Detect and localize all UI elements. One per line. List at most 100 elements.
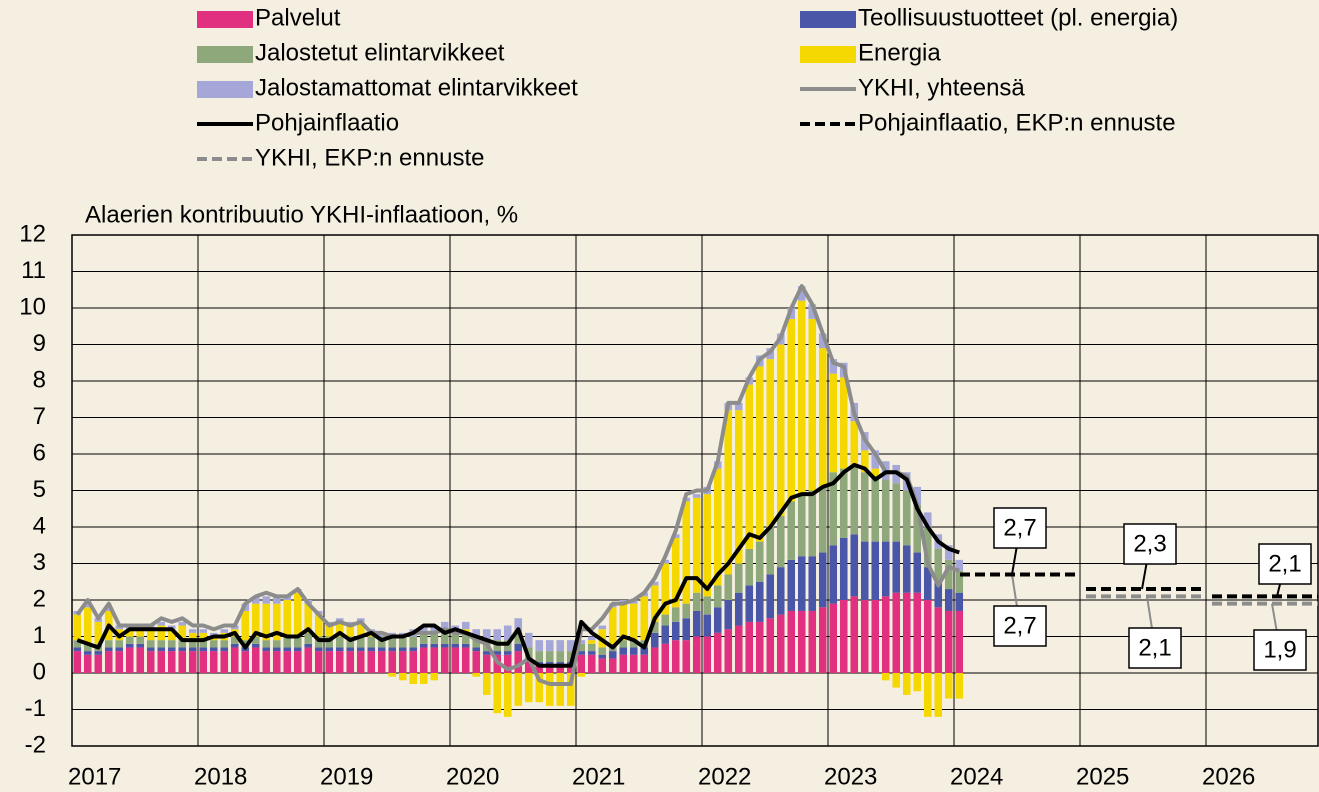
bar-segment (73, 640, 82, 648)
bar-segment (703, 636, 712, 673)
bar-segment (671, 640, 680, 673)
bar-segment (902, 673, 911, 695)
bar-segment (503, 651, 512, 655)
legend-label: YKHI, yhteensä (858, 74, 1025, 101)
bar-segment (587, 640, 596, 644)
bar-segment (797, 494, 806, 557)
bar-segment (388, 651, 397, 673)
legend-swatch (800, 46, 856, 63)
bar-segment (104, 640, 113, 648)
bar-segment (629, 603, 638, 641)
bar-segment (398, 651, 407, 673)
bar-segment (671, 621, 680, 641)
bar-segment (808, 318, 817, 491)
legend-swatch (197, 46, 253, 63)
bar-segment (577, 640, 586, 644)
bar-segment (367, 636, 376, 648)
bar-segment (934, 581, 943, 608)
bar-segment (409, 636, 418, 648)
y-tick-label: 1 (33, 622, 46, 649)
bar-segment (682, 603, 691, 619)
bar-segment (650, 581, 659, 586)
legend-swatch (800, 11, 856, 28)
bar-segment (188, 640, 197, 648)
bar-segment (724, 629, 733, 673)
bar-segment (325, 625, 334, 637)
bar-segment (230, 636, 239, 644)
bar-segment (619, 654, 628, 673)
bar-segment (640, 654, 649, 673)
bar-segment (167, 629, 176, 641)
bar-segment (881, 673, 890, 681)
y-tick-label: -2 (25, 731, 46, 758)
x-tick-label: 2019 (320, 763, 373, 790)
bar-segment (671, 534, 680, 538)
bar-segment (377, 647, 386, 652)
legend-label: YKHI, EKP:n ennuste (255, 144, 484, 171)
bar-segment (388, 673, 397, 677)
bar-segment (934, 607, 943, 673)
bar-segment (398, 673, 407, 681)
bar-segment (356, 651, 365, 673)
bar-segment (545, 673, 554, 706)
bar-segment (871, 541, 880, 600)
bar-segment (314, 651, 323, 673)
bar-segment (734, 592, 743, 626)
bar-segment (892, 592, 901, 673)
bar-segment (283, 647, 292, 652)
bar-segment (472, 673, 481, 677)
bar-segment (671, 607, 680, 622)
bar-segment (451, 647, 460, 673)
bar-segment (251, 636, 260, 644)
bar-segment (881, 479, 890, 542)
bar-segment (482, 629, 491, 641)
bar-segment (535, 673, 544, 703)
bar-segment (745, 548, 754, 586)
bar-segment (860, 450, 869, 473)
bar-segment (314, 614, 323, 637)
bar-segment (661, 643, 670, 673)
overlay-layer: 2,7 2,1 1,9 2,7 2,3 2,1 Palvelut Teollisuustuot… (75, 4, 1318, 686)
bar-segment (724, 574, 733, 600)
bar-segment (136, 647, 145, 673)
bar-segment (482, 654, 491, 673)
legend-swatch (197, 81, 253, 98)
bar-segment (766, 359, 775, 527)
line-series (75, 284, 960, 686)
bar-segment (661, 559, 670, 564)
bar-segment (755, 581, 764, 622)
bar-segment (829, 373, 838, 473)
bar-segment (797, 610, 806, 673)
bar-segment (262, 640, 271, 648)
bar-segment (839, 468, 848, 538)
bar-segment (829, 359, 838, 374)
bar-segment (682, 618, 691, 641)
bar-segment (493, 673, 502, 714)
bar-segment (776, 567, 785, 615)
bar-segment (818, 333, 827, 349)
bar-segment (871, 450, 880, 469)
bar-segment (881, 541, 890, 597)
bar-segment (335, 621, 344, 637)
label-box (1253, 629, 1307, 671)
bar-segment (944, 610, 953, 673)
bar-segment (892, 541, 901, 593)
bar-segment (913, 486, 922, 506)
legend-swatch (197, 11, 253, 28)
bar-segment (850, 464, 859, 535)
bar-segment (619, 640, 628, 648)
bar-segment (713, 607, 722, 633)
bar-segment (356, 636, 365, 648)
bar-segment (272, 596, 281, 604)
bar-segment (745, 384, 754, 549)
bar-segment (692, 592, 701, 611)
bar-segment (146, 647, 155, 652)
bar-segment (430, 647, 439, 673)
bar-segment (944, 589, 953, 611)
bar-segment (545, 640, 554, 652)
bar-segment (808, 304, 817, 319)
bar-segment (608, 607, 617, 644)
bar-segment (482, 673, 491, 695)
bar-segment (503, 673, 512, 717)
